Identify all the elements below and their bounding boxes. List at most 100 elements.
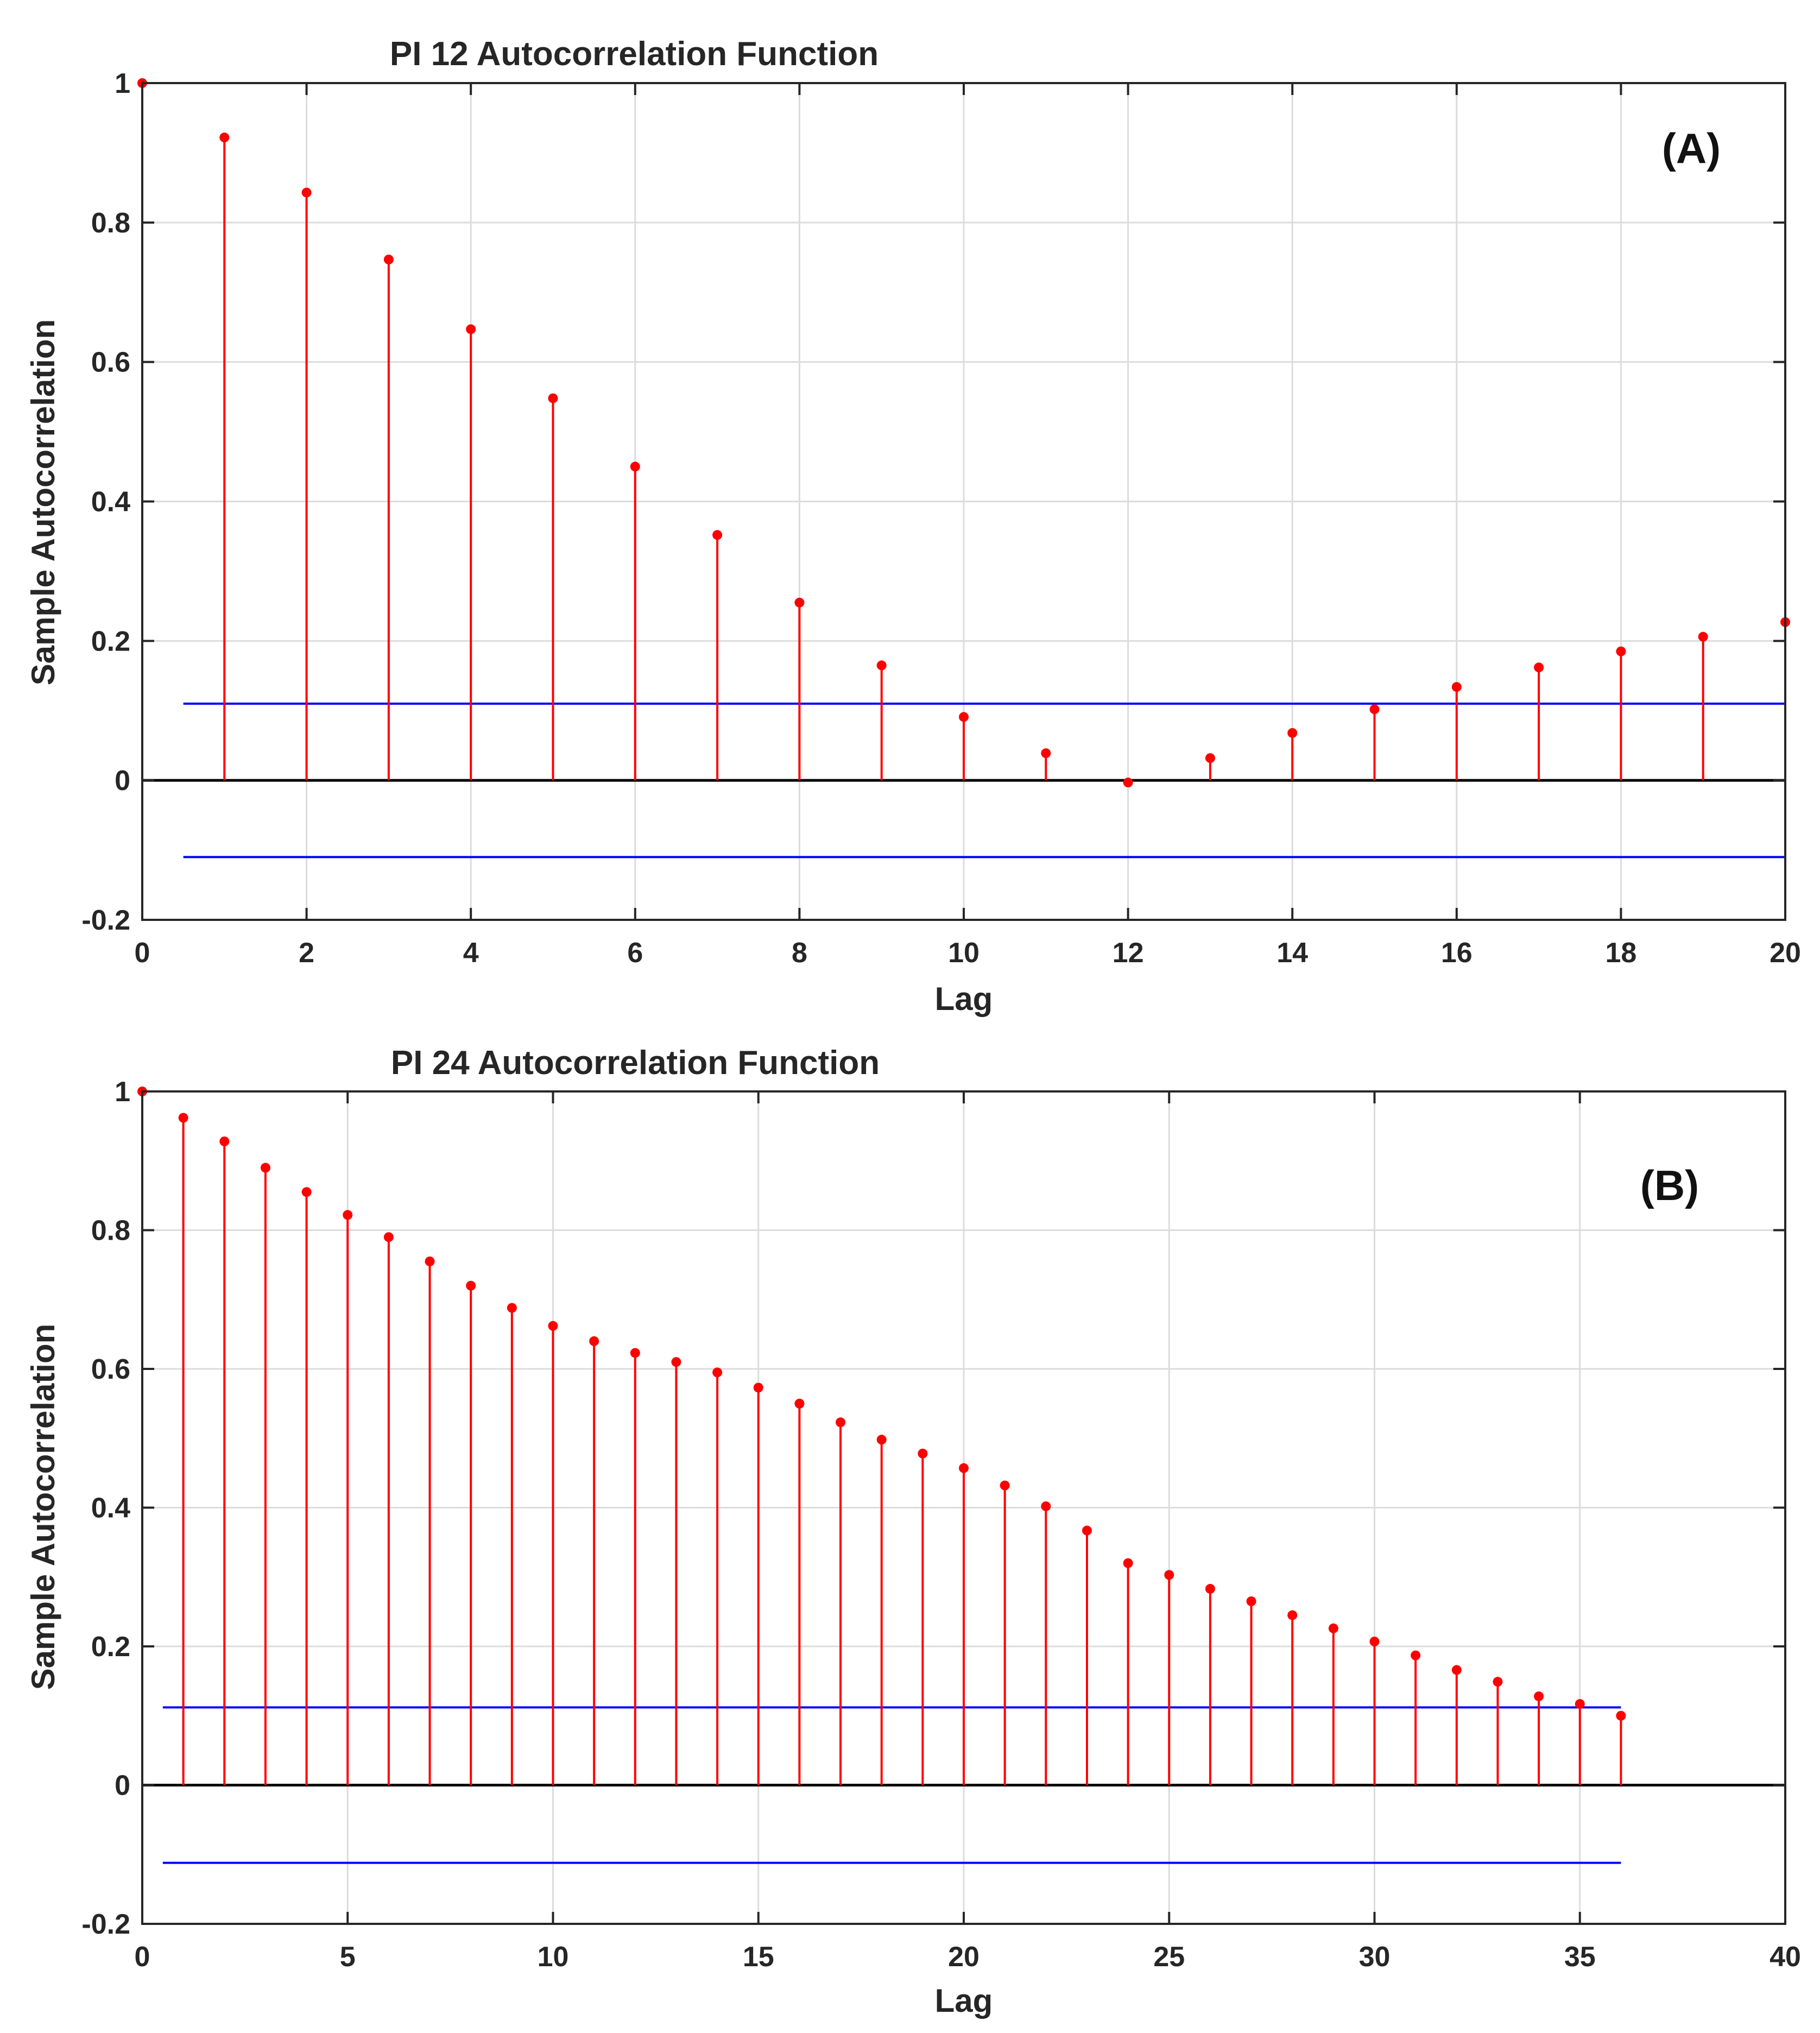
stem-marker: [1369, 704, 1380, 715]
y-tick-label: -0.2: [81, 1909, 130, 1940]
stem-marker: [219, 132, 230, 143]
stem-marker: [548, 393, 558, 403]
stem-marker: [1534, 662, 1544, 673]
stem-marker: [959, 1463, 969, 1473]
stem-marker: [712, 530, 723, 540]
stem-marker: [383, 1232, 394, 1242]
y-tick-label: 0.8: [91, 207, 130, 239]
stem-marker: [548, 1321, 558, 1331]
panel-label-b: (B): [1640, 1161, 1699, 1209]
stem-marker: [1575, 1699, 1585, 1709]
stem-marker: [1493, 1677, 1503, 1687]
x-tick-label: 35: [1564, 1941, 1596, 1973]
stem-marker: [630, 462, 640, 472]
y-tick-label: 0: [115, 765, 130, 797]
stem-marker: [1123, 778, 1133, 788]
x-tick-label: 12: [1113, 937, 1144, 969]
stem-marker: [1616, 646, 1626, 656]
y-axis-label: Sample Autocorrelation: [25, 1324, 61, 1690]
stem-marker: [1041, 1501, 1051, 1511]
x-tick-label: 6: [627, 937, 643, 969]
stem-marker: [301, 187, 312, 198]
stem-marker: [1082, 1525, 1092, 1536]
x-tick-label: 4: [463, 937, 479, 969]
x-tick-label: 2: [299, 937, 314, 969]
stem-marker: [1246, 1596, 1256, 1606]
stems: [137, 1087, 1626, 1785]
x-tick-label: 20: [948, 1941, 979, 1973]
x-tick-label: 15: [743, 1941, 774, 1973]
y-tick-label: 1: [115, 1076, 130, 1108]
stem-marker: [959, 712, 969, 722]
stem-marker: [1287, 1610, 1298, 1620]
stem-marker: [1164, 1570, 1174, 1580]
x-tick-label: 14: [1276, 937, 1308, 969]
x-axis-label: Lag: [935, 981, 993, 1017]
stem-marker: [876, 1435, 887, 1445]
stem-marker: [1205, 1583, 1215, 1594]
stem-marker: [1328, 1623, 1338, 1633]
stem-marker: [1041, 748, 1051, 759]
stem-marker: [1000, 1480, 1010, 1491]
y-tick-label: 1: [115, 68, 130, 99]
x-tick-label: 0: [135, 937, 150, 969]
y-tick-label: 0.4: [91, 1493, 130, 1524]
y-tick-label: -0.2: [81, 905, 130, 936]
stem-marker: [671, 1357, 681, 1367]
x-tick-label: 5: [340, 1941, 356, 1973]
confidence-bounds: [183, 702, 1785, 858]
acf-plot-pi12: PI 12 Autocorrelation Function 0 2 4 6 8 10 12…: [25, 35, 1801, 1017]
stem-marker: [1534, 1691, 1544, 1701]
stem-marker: [1369, 1637, 1380, 1647]
stem-marker: [425, 1256, 435, 1266]
stem-marker: [466, 1280, 476, 1291]
confidence-bounds: [162, 1706, 1621, 1864]
stem-marker: [301, 1187, 312, 1197]
stem-marker: [466, 324, 476, 334]
acf-plot-pi24: PI 24 Autocorrelation Function 0 5 10 15 20 2…: [25, 1044, 1801, 2019]
stem-marker: [1123, 1558, 1133, 1568]
stem-marker: [260, 1163, 270, 1173]
x-tick-label: 8: [792, 937, 807, 969]
stem-marker: [794, 597, 805, 608]
x-tick-label: 16: [1441, 937, 1473, 969]
stem-marker: [630, 1348, 640, 1358]
stems: [137, 78, 1790, 788]
stem-marker: [1205, 753, 1215, 763]
x-ticks: 0 5 10 15 20 25 30 35 40: [135, 1091, 1801, 1973]
x-tick-label: 25: [1153, 1941, 1185, 1973]
y-ticks: -0.2 0 0.2 0.4 0.6 0.8 1: [81, 1076, 1785, 1940]
stem-marker: [1451, 682, 1462, 692]
y-tick-label: 0: [115, 1770, 130, 1802]
stem-marker: [178, 1113, 188, 1123]
y-axis-label: Sample Autocorrelation: [25, 319, 61, 686]
x-ticks: 0 2 4 6 8 10 12 14 16 18 20: [135, 83, 1801, 969]
stem-marker: [1287, 728, 1298, 738]
x-tick-label: 18: [1605, 937, 1636, 969]
stem-marker: [918, 1448, 928, 1459]
y-tick-label: 0.2: [91, 1631, 130, 1663]
stem-marker: [876, 660, 887, 671]
stem-marker: [836, 1417, 846, 1428]
panel-label-a: (A): [1662, 124, 1721, 172]
stem-marker: [1616, 1710, 1626, 1721]
x-tick-label: 10: [538, 1941, 569, 1973]
x-tick-label: 10: [948, 937, 979, 969]
stem-marker: [589, 1336, 599, 1346]
x-axis-label: Lag: [935, 1983, 993, 2019]
x-tick-label: 0: [135, 1941, 150, 1973]
plot-title: PI 24 Autocorrelation Function: [391, 1044, 880, 1082]
y-tick-label: 0.6: [91, 347, 130, 378]
y-tick-label: 0.8: [91, 1215, 130, 1247]
y-ticks: -0.2 0 0.2 0.4 0.6 0.8 1: [81, 68, 1785, 936]
stem-marker: [343, 1210, 353, 1220]
stem-marker: [1451, 1665, 1462, 1675]
stem-marker: [1411, 1650, 1421, 1661]
x-tick-label: 40: [1770, 1941, 1801, 1973]
x-tick-label: 30: [1359, 1941, 1391, 1973]
y-tick-label: 0.2: [91, 626, 130, 657]
plot-title: PI 12 Autocorrelation Function: [390, 35, 879, 73]
stem-marker: [794, 1398, 805, 1409]
stem-marker: [219, 1136, 230, 1146]
